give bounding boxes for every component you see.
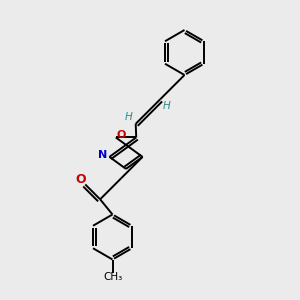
Text: H: H	[125, 112, 133, 122]
Text: CH₃: CH₃	[103, 272, 122, 282]
Text: O: O	[75, 173, 86, 186]
Text: H: H	[163, 101, 171, 111]
Text: N: N	[98, 150, 107, 161]
Text: O: O	[116, 130, 126, 140]
